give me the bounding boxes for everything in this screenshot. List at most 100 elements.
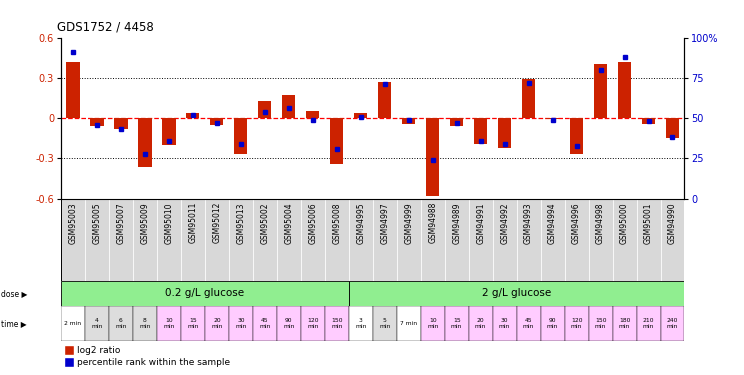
Text: 2 g/L glucose: 2 g/L glucose <box>482 288 551 298</box>
Bar <box>349 199 373 281</box>
Bar <box>420 306 445 341</box>
Text: 0.2 g/L glucose: 0.2 g/L glucose <box>165 288 245 298</box>
Bar <box>516 199 541 281</box>
Text: 120
min: 120 min <box>307 318 318 328</box>
Text: 120
min: 120 min <box>571 318 583 328</box>
Text: 3
min: 3 min <box>355 318 367 328</box>
Text: GSM95013: GSM95013 <box>237 202 246 243</box>
Bar <box>253 199 277 281</box>
Text: GSM95002: GSM95002 <box>260 202 269 243</box>
Text: 20
min: 20 min <box>211 318 222 328</box>
Text: time ▶: time ▶ <box>1 319 26 328</box>
Text: GSM95007: GSM95007 <box>117 202 126 244</box>
Bar <box>637 306 661 341</box>
Bar <box>61 199 85 281</box>
Bar <box>181 306 205 341</box>
Bar <box>493 306 516 341</box>
Text: GSM94995: GSM94995 <box>356 202 365 244</box>
Bar <box>229 306 253 341</box>
Bar <box>325 199 349 281</box>
Bar <box>474 118 487 144</box>
Bar <box>637 199 661 281</box>
Bar <box>282 95 295 118</box>
Bar <box>186 113 199 118</box>
Text: GSM94997: GSM94997 <box>380 202 389 244</box>
Bar <box>445 199 469 281</box>
Text: 15
min: 15 min <box>187 318 199 328</box>
Text: 20
min: 20 min <box>475 318 487 328</box>
Bar <box>426 118 439 196</box>
Bar <box>157 199 181 281</box>
Text: 210
min: 210 min <box>643 318 654 328</box>
Text: GSM95012: GSM95012 <box>212 202 222 243</box>
Bar <box>229 199 253 281</box>
Bar <box>589 306 612 341</box>
Text: GSM95003: GSM95003 <box>68 202 77 244</box>
Text: 180
min: 180 min <box>619 318 630 328</box>
Text: 2 min: 2 min <box>65 321 82 326</box>
Bar <box>397 199 420 281</box>
Bar <box>493 199 516 281</box>
Text: GSM95011: GSM95011 <box>188 202 197 243</box>
Text: GSM95004: GSM95004 <box>284 202 293 244</box>
Bar <box>498 118 511 148</box>
Bar <box>253 306 277 341</box>
Text: 10
min: 10 min <box>427 318 438 328</box>
Text: 15
min: 15 min <box>451 318 462 328</box>
Bar <box>589 199 612 281</box>
Bar <box>349 281 684 306</box>
Bar <box>594 64 607 118</box>
Text: GSM95006: GSM95006 <box>308 202 317 244</box>
Text: GSM94998: GSM94998 <box>596 202 605 243</box>
Text: GSM95005: GSM95005 <box>92 202 101 244</box>
Text: 4
min: 4 min <box>92 318 103 328</box>
Bar <box>469 199 493 281</box>
Bar <box>205 199 229 281</box>
Bar <box>85 199 109 281</box>
Bar <box>277 199 301 281</box>
Text: 6
min: 6 min <box>115 318 126 328</box>
Text: GSM94992: GSM94992 <box>500 202 509 243</box>
Text: 90
min: 90 min <box>547 318 558 328</box>
Text: dose ▶: dose ▶ <box>1 289 27 298</box>
Text: 240
min: 240 min <box>667 318 679 328</box>
Text: 45
min: 45 min <box>523 318 534 328</box>
Bar <box>133 306 157 341</box>
Bar <box>661 306 684 341</box>
Bar <box>661 199 684 281</box>
Bar <box>445 306 469 341</box>
Bar <box>205 306 229 341</box>
Bar <box>373 306 397 341</box>
Bar <box>277 306 301 341</box>
Bar <box>402 118 415 123</box>
Bar <box>612 199 637 281</box>
Text: GSM95009: GSM95009 <box>141 202 150 244</box>
Bar <box>565 306 589 341</box>
Bar <box>378 82 391 118</box>
Bar <box>258 100 272 118</box>
Bar <box>181 199 205 281</box>
Bar <box>90 118 103 126</box>
Text: GSM95001: GSM95001 <box>644 202 653 243</box>
Bar <box>450 118 464 126</box>
Text: 8
min: 8 min <box>139 318 150 328</box>
Bar <box>115 118 127 129</box>
Bar <box>61 281 349 306</box>
Text: GSM94991: GSM94991 <box>476 202 485 243</box>
Text: 7 min: 7 min <box>400 321 417 326</box>
Text: 30
min: 30 min <box>235 318 246 328</box>
Bar <box>469 306 493 341</box>
Bar <box>516 306 541 341</box>
Text: GSM94999: GSM94999 <box>404 202 413 244</box>
Bar <box>157 306 181 341</box>
Text: GSM94994: GSM94994 <box>548 202 557 244</box>
Bar <box>133 199 157 281</box>
Text: GSM94993: GSM94993 <box>524 202 533 244</box>
Text: GSM94988: GSM94988 <box>429 202 437 243</box>
Bar <box>61 306 85 341</box>
Bar <box>420 199 445 281</box>
Bar <box>546 118 559 120</box>
Bar <box>109 306 133 341</box>
Bar <box>354 113 368 118</box>
Text: GSM94989: GSM94989 <box>452 202 461 243</box>
